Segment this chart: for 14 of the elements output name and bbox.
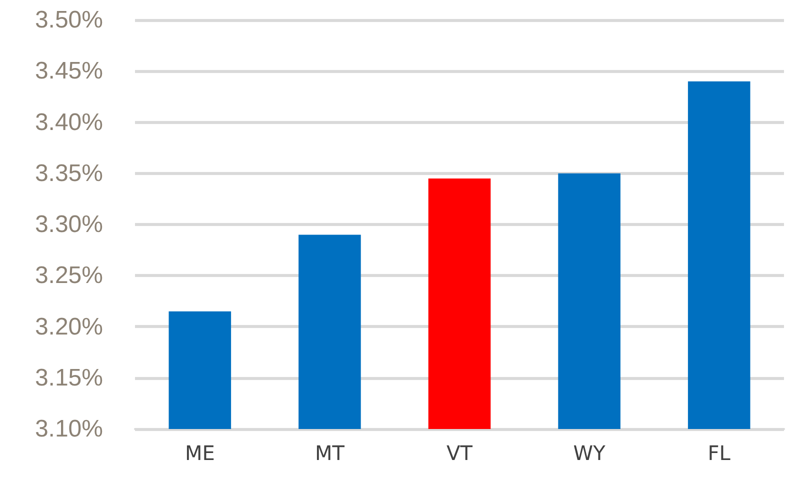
y-tick-label: 3.40% [34,108,103,136]
y-tick-label: 3.20% [34,313,103,340]
y-tick-label: 3.25% [34,262,103,290]
y-tick-label: 3.35% [34,160,103,187]
y-tick-label: 3.15% [34,364,103,392]
y-tick-label: 3.50% [34,6,103,34]
x-tick-label: MT [314,441,346,465]
x-tick-label: WY [573,441,606,465]
y-tick-label: 3.30% [34,211,103,238]
y-tick-label: 3.10% [34,416,103,442]
y-tick-label: 3.45% [34,58,103,85]
x-tick-label: FL [708,441,732,465]
x-tick-label: ME [184,441,215,465]
x-tick-label: VT [446,441,474,465]
